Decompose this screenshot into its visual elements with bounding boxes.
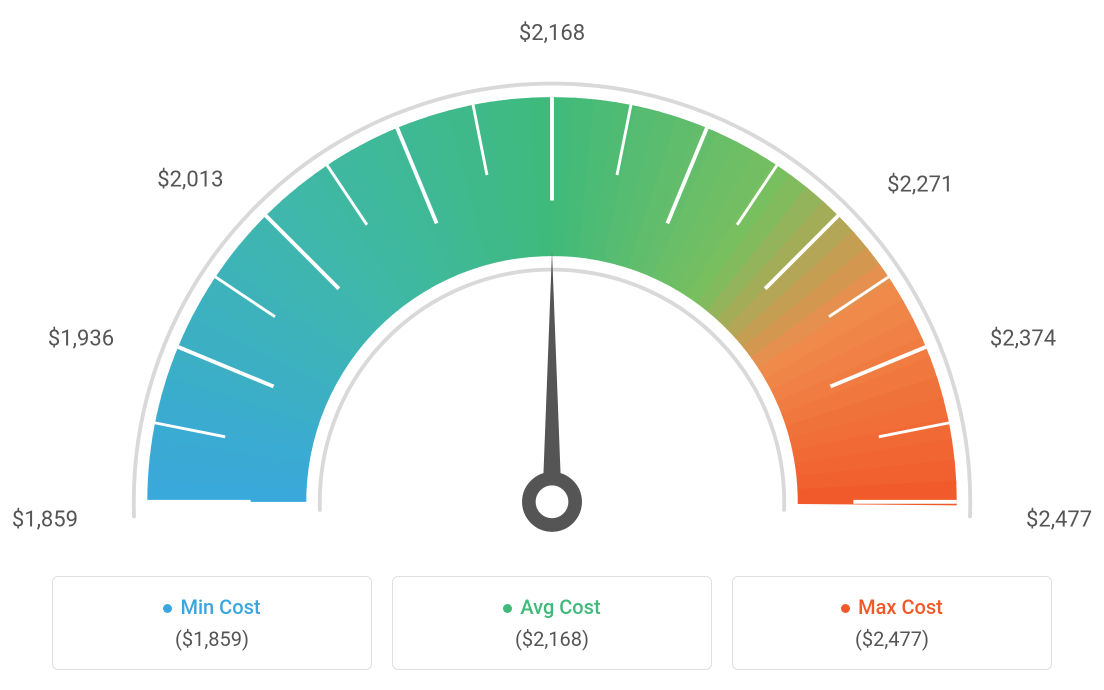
gauge-tick-label: $2,271 [887, 172, 953, 197]
gauge-tick-label: $2,374 [990, 326, 1056, 351]
legend-card-avg: Avg Cost ($2,168) [392, 576, 712, 670]
gauge-tick-label: $2,013 [157, 167, 223, 192]
gauge-tick-label: $2,477 [1026, 508, 1092, 533]
legend-max-title-text: Max Cost [858, 595, 943, 619]
dot-icon [503, 604, 512, 613]
gauge-tick-label: $1,936 [48, 326, 114, 351]
legend-min-value: ($1,859) [63, 627, 361, 651]
gauge-tick-label: $2,168 [519, 21, 585, 46]
legend-avg-title-text: Avg Cost [520, 595, 600, 619]
legend-min-title: Min Cost [63, 595, 361, 619]
legend-card-max: Max Cost ($2,477) [732, 576, 1052, 670]
gauge-svg [52, 20, 1052, 550]
gauge-chart: $1,859 $1,936 $2,013 $2,168 $2,271 $2,374 $2,4… [0, 0, 1104, 550]
legend-max-value: ($2,477) [743, 627, 1041, 651]
gauge-tick-label: $1,859 [12, 508, 78, 533]
legend-max-title: Max Cost [743, 595, 1041, 619]
legend-card-min: Min Cost ($1,859) [52, 576, 372, 670]
legend-min-title-text: Min Cost [180, 595, 260, 619]
legend-avg-title: Avg Cost [403, 595, 701, 619]
legend-avg-value: ($2,168) [403, 627, 701, 651]
dot-icon [163, 604, 172, 613]
legend-row: Min Cost ($1,859) Avg Cost ($2,168) Max … [52, 576, 1052, 670]
dot-icon [841, 604, 850, 613]
